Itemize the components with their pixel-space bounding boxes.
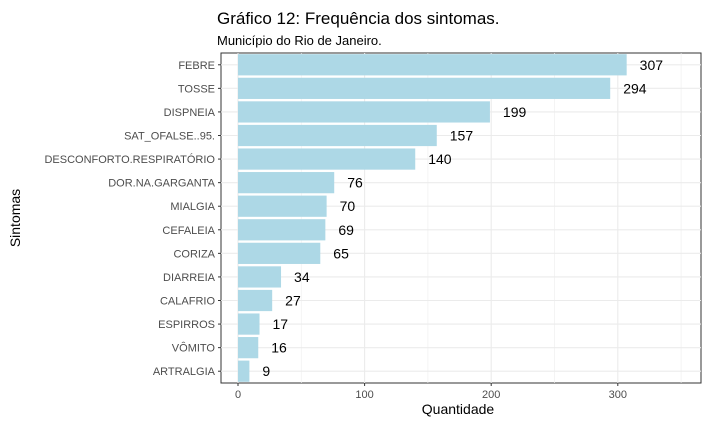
y-tick-label: DESCONFORTO.RESPIRATÓRIO bbox=[44, 153, 215, 166]
data-label: 27 bbox=[285, 293, 301, 309]
y-tick-label: DISPNEIA bbox=[164, 107, 216, 119]
bar bbox=[238, 242, 321, 264]
bar bbox=[238, 337, 259, 359]
y-tick-label: CALAFRIO bbox=[160, 296, 215, 308]
data-label: 199 bbox=[503, 104, 527, 120]
x-tick-label: 0 bbox=[235, 389, 241, 401]
data-labels: 307 294 199 157 140 76 70 69 65 34 27 17 169 bbox=[262, 57, 663, 379]
y-axis-ticks: FEBRE TOSSE DISPNEIA SAT_OFALSE..95. DESCONF… bbox=[44, 60, 221, 378]
bar bbox=[238, 148, 416, 170]
y-tick-label: DOR.NA.GARGANTA bbox=[108, 178, 215, 190]
y-tick-label: FEBRE bbox=[178, 60, 215, 72]
x-tick-label: 300 bbox=[609, 389, 627, 401]
data-label: 65 bbox=[333, 245, 349, 261]
chart-subtitle: Município do Rio de Janeiro. bbox=[217, 33, 382, 48]
data-label: 34 bbox=[294, 269, 310, 285]
bar bbox=[238, 219, 326, 241]
y-tick-label: DIARREIA bbox=[163, 272, 216, 284]
bar bbox=[238, 266, 282, 288]
data-label: 140 bbox=[428, 151, 452, 167]
chart-title: Gráfico 12: Frequência dos sintomas. bbox=[217, 9, 500, 28]
bar bbox=[238, 360, 250, 382]
bars bbox=[238, 54, 627, 382]
y-tick-label: MIALGIA bbox=[170, 201, 215, 213]
x-axis-ticks: 0 100 200 300 bbox=[235, 383, 627, 401]
data-label: 70 bbox=[340, 198, 356, 214]
y-axis-title: Sintomas bbox=[7, 189, 23, 247]
y-tick-label: ARTRALGIA bbox=[153, 366, 216, 378]
y-tick-label: VÔMITO bbox=[172, 342, 216, 355]
data-label: 157 bbox=[450, 128, 474, 144]
bar bbox=[238, 77, 611, 99]
data-label: 9 bbox=[262, 363, 270, 379]
bar bbox=[238, 101, 490, 123]
data-label: 17 bbox=[273, 316, 289, 332]
data-label: 294 bbox=[623, 80, 647, 96]
bar bbox=[238, 172, 335, 194]
bar bbox=[238, 289, 273, 312]
y-tick-label: TOSSE bbox=[178, 83, 215, 95]
bar bbox=[238, 54, 627, 76]
bar bbox=[238, 313, 260, 335]
y-tick-label: CORIZA bbox=[173, 248, 215, 260]
data-label: 307 bbox=[640, 57, 664, 73]
x-axis-title: Quantidade bbox=[422, 401, 495, 417]
bar bbox=[238, 195, 327, 217]
data-label: 76 bbox=[347, 175, 363, 191]
bar bbox=[238, 124, 437, 147]
data-label: 69 bbox=[338, 222, 354, 238]
y-tick-label: SAT_OFALSE..95. bbox=[124, 131, 215, 143]
x-tick-label: 100 bbox=[355, 389, 373, 401]
x-tick-label: 200 bbox=[482, 389, 500, 401]
y-tick-label: ESPIRROS bbox=[158, 319, 215, 331]
y-tick-label: CEFALEIA bbox=[162, 225, 215, 237]
data-label: 16 bbox=[271, 340, 287, 356]
